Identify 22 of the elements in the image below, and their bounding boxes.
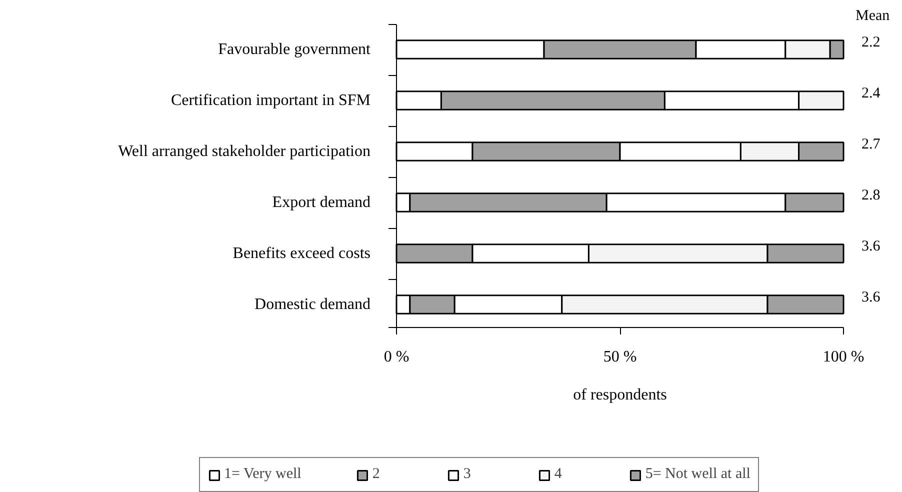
text: 2.8	[862, 188, 880, 204]
x-tick-label: 50 %	[603, 348, 637, 366]
x-tick-label: 100 %	[822, 348, 864, 366]
legend-label: 3	[463, 466, 472, 483]
y-tick-label: Well arranged stakeholder participation	[118, 143, 371, 160]
text: Mean	[856, 8, 890, 24]
y-tick-label: Export demand	[272, 194, 371, 211]
y-tick-label: Benefits exceed costs	[232, 245, 371, 262]
legend-label: 4	[554, 466, 563, 483]
legend-label: 2	[372, 466, 381, 483]
x-axis-title: of respondents	[573, 386, 667, 404]
text: 2.2	[862, 34, 880, 50]
text: 3.6	[862, 290, 881, 306]
x-tick-label: 0 %	[384, 348, 410, 366]
y-tick-label: Favourable government	[218, 41, 372, 58]
y-tick-label: Domestic demand	[254, 296, 370, 313]
y-tick-label: Certification important in SFM	[170, 92, 371, 109]
text: 2.4	[862, 86, 881, 102]
text: 3.6	[862, 238, 881, 254]
text: 2.7	[862, 136, 881, 152]
legend-label: 1= Very well	[224, 466, 302, 483]
legend-label: 5= Not well at all	[645, 466, 750, 483]
